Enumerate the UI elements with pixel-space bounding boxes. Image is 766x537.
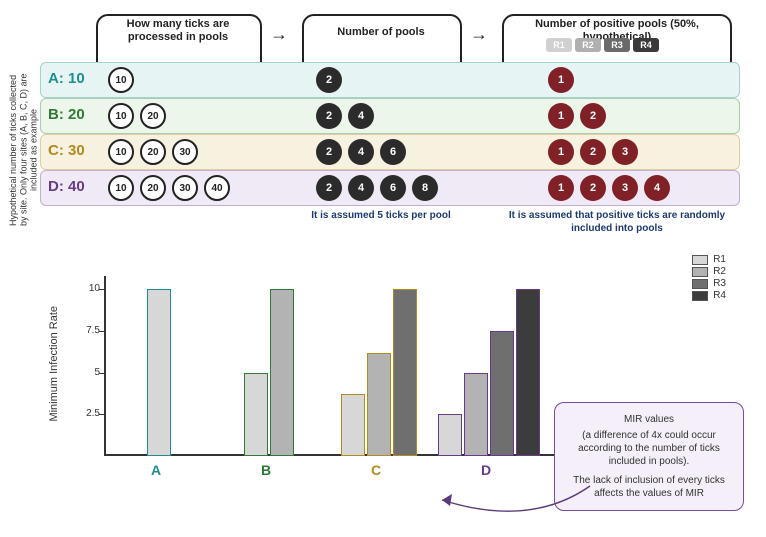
arrow-icon: → (270, 24, 288, 45)
bar (438, 414, 462, 456)
top-section: Hypothetical number of ticks collected b… (0, 10, 766, 240)
callout-text-1: (a difference of 4x could occur accordin… (565, 429, 733, 468)
site-label: B: 20 (48, 106, 85, 123)
y-tick-label: 5 (74, 367, 100, 378)
legend-item: R1 (692, 254, 726, 265)
y-axis-label: Minimum Infection Rate (48, 306, 60, 422)
pool-circle: 6 (380, 175, 406, 201)
col2-title: Number of pools (306, 26, 456, 39)
positive-circle: 1 (548, 139, 574, 165)
callout-title: MIR values (565, 413, 733, 426)
footnote-2: It is assumed that positive ticks are ra… (508, 210, 726, 235)
bar (367, 353, 391, 456)
positive-circle: 3 (612, 139, 638, 165)
bar (490, 331, 514, 456)
site-row (40, 62, 740, 98)
pool-circle: 6 (380, 139, 406, 165)
positive-circle: 1 (548, 103, 574, 129)
bar (393, 289, 417, 456)
x-group-label: A (151, 462, 161, 478)
arrow-icon: → (470, 24, 488, 45)
tick-circle: 30 (172, 175, 198, 201)
tick-circle: 40 (204, 175, 230, 201)
x-group-label: C (371, 462, 381, 478)
positive-circle: 1 (548, 67, 574, 93)
r-badge: R2 (575, 38, 601, 52)
positive-circle: 3 (612, 175, 638, 201)
site-label: A: 10 (48, 70, 85, 87)
tick-circle: 20 (140, 175, 166, 201)
site-label: C: 30 (48, 142, 85, 159)
pool-circle: 2 (316, 103, 342, 129)
r-badge: R1 (546, 38, 572, 52)
bar (464, 373, 488, 456)
positive-circle: 2 (580, 103, 606, 129)
tick-circle: 10 (108, 139, 134, 165)
r-badge: R3 (604, 38, 630, 52)
pool-circle: 2 (316, 175, 342, 201)
tick-circle: 10 (108, 67, 134, 93)
legend-label: R1 (713, 254, 726, 265)
curved-arrow-icon (430, 480, 600, 528)
footnote-1: It is assumed 5 ticks per pool (308, 210, 454, 223)
bar (270, 289, 294, 456)
pool-circle: 4 (348, 103, 374, 129)
pool-circle: 2 (316, 139, 342, 165)
plot-area: 2.557.510ABCD (104, 276, 584, 456)
bar (244, 373, 268, 456)
positive-circle: 2 (580, 139, 606, 165)
y-axis (104, 276, 106, 456)
bar (516, 289, 540, 456)
r-badges: R1R2R3R4 (546, 38, 659, 52)
positive-circle: 4 (644, 175, 670, 201)
bar (147, 289, 171, 456)
bar (341, 394, 365, 456)
pool-circle: 2 (316, 67, 342, 93)
y-tick-label: 7.5 (74, 325, 100, 336)
x-group-label: D (481, 462, 491, 478)
x-group-label: B (261, 462, 271, 478)
tick-circle: 20 (140, 139, 166, 165)
pool-circle: 4 (348, 175, 374, 201)
y-tick-label: 10 (74, 283, 100, 294)
y-tick-label: 2.5 (74, 408, 100, 419)
r-badge: R4 (633, 38, 659, 52)
pool-circle: 4 (348, 139, 374, 165)
side-label: Hypothetical number of ticks collected b… (8, 70, 20, 230)
tick-circle: 10 (108, 103, 134, 129)
positive-circle: 1 (548, 175, 574, 201)
site-label: D: 40 (48, 178, 85, 195)
pool-circle: 8 (412, 175, 438, 201)
legend-swatch (692, 255, 708, 265)
col1-title: How many ticks are processed in pools (100, 18, 256, 43)
tick-circle: 10 (108, 175, 134, 201)
positive-circle: 2 (580, 175, 606, 201)
tick-circle: 20 (140, 103, 166, 129)
tick-circle: 30 (172, 139, 198, 165)
